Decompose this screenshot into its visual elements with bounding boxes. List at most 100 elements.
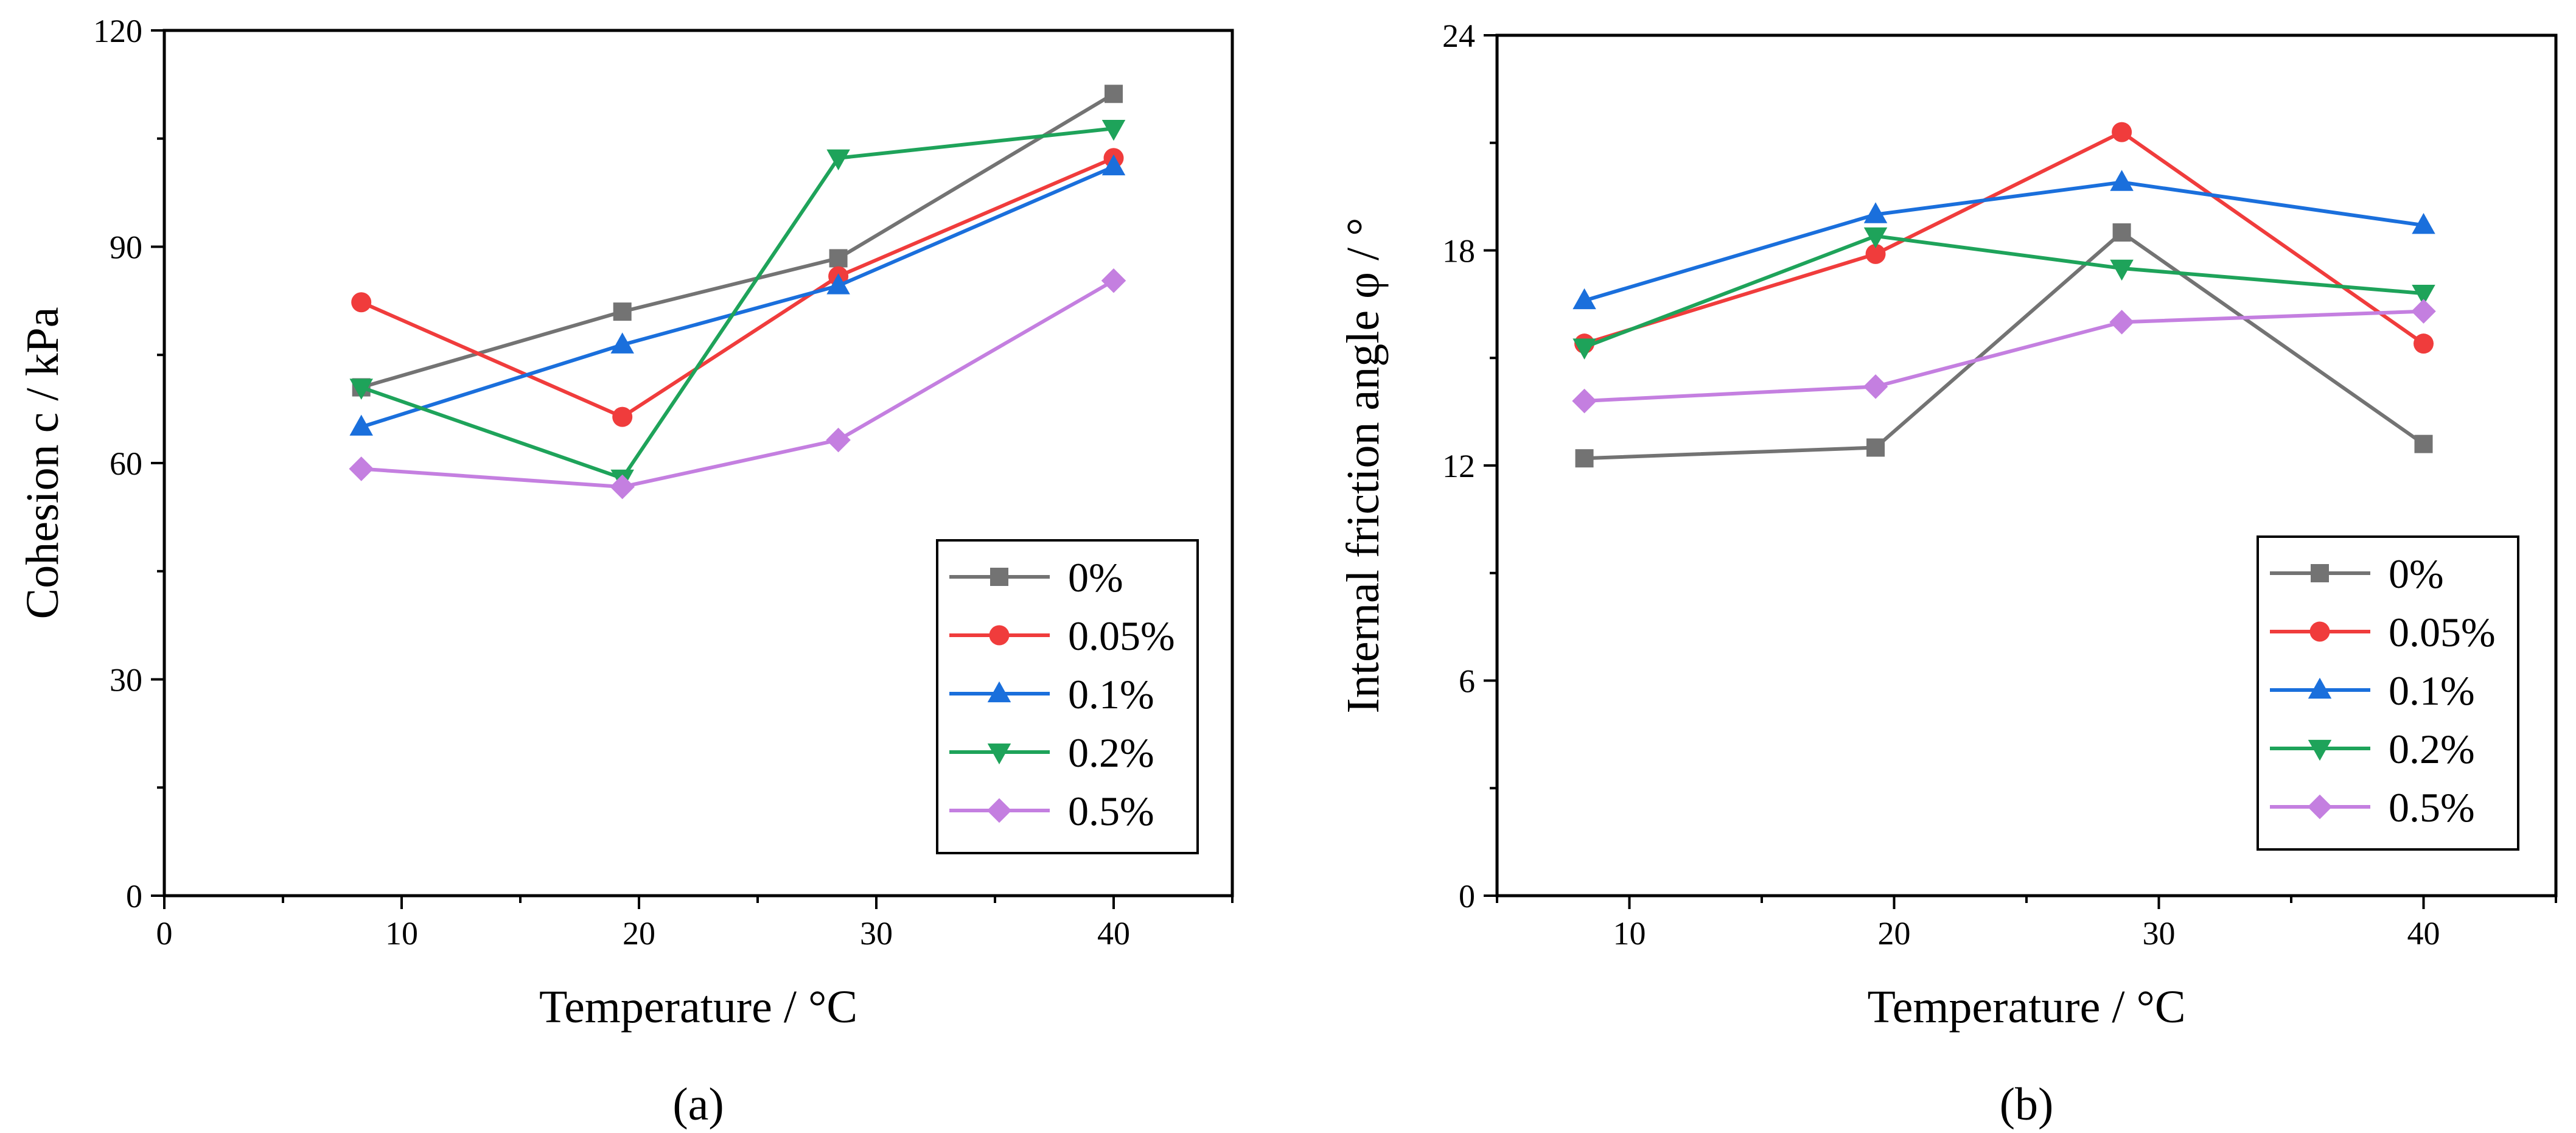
panel-label: (a)	[672, 1079, 724, 1130]
data-point	[1863, 374, 1888, 399]
legend-marker	[987, 743, 1011, 765]
data-point	[1572, 338, 1596, 360]
data-point	[1101, 154, 1126, 176]
data-point	[826, 427, 851, 453]
data-point	[612, 406, 633, 427]
legend-marker	[990, 568, 1008, 586]
legend-marker	[987, 681, 1011, 703]
legend-entry: 0.05%	[949, 613, 1175, 659]
series-line	[1584, 230, 2425, 461]
data-point	[2411, 299, 2436, 324]
series-0.1%	[349, 154, 1126, 436]
x-tick-label: 30	[2143, 915, 2176, 952]
x-tick-label: 10	[385, 915, 418, 952]
y-axis-title: Internal friction angle φ / °	[1338, 218, 1389, 714]
x-tick-label: 10	[1613, 915, 1646, 952]
panel-label: (b)	[2000, 1079, 2054, 1130]
x-tick-label: 30	[860, 915, 893, 952]
legend-entry: 0.05%	[2270, 609, 2496, 655]
legend-label: 0.05%	[2389, 609, 2496, 655]
legend-marker	[2308, 677, 2332, 699]
legend-entry: 0%	[2270, 551, 2444, 597]
data-point	[1572, 288, 1596, 310]
legend-marker	[2307, 794, 2333, 820]
y-tick-label: 90	[110, 229, 142, 266]
legend-entry: 0.1%	[949, 671, 1154, 717]
x-axis-title: Temperature / °C	[539, 981, 857, 1033]
y-tick-label: 120	[93, 13, 142, 49]
data-point	[829, 249, 848, 268]
data-point	[1572, 388, 1597, 414]
data-point	[2412, 213, 2435, 234]
data-point	[2412, 285, 2435, 306]
legend-label: 0.2%	[2389, 726, 2475, 772]
data-point	[610, 332, 634, 354]
legend-box	[936, 539, 1199, 854]
data-point	[610, 474, 635, 500]
y-tick-label: 60	[110, 445, 142, 482]
x-tick-label: 40	[2407, 915, 2440, 952]
y-tick-label: 0	[1459, 878, 1475, 915]
legend-entry: 0.5%	[2270, 784, 2475, 831]
data-point	[2414, 434, 2433, 453]
x-tick-label: 20	[1878, 915, 1911, 952]
legend-entry: 0.1%	[2270, 668, 2475, 714]
legend-label: 0.1%	[2389, 668, 2475, 714]
legend-marker	[989, 625, 1010, 646]
data-point	[1866, 438, 1885, 457]
data-point	[2109, 310, 2134, 335]
chart-panel-b: 10 20 30 40 0 6 12 18 24 Temperature / °C Internal…	[1338, 18, 2558, 1130]
y-tick-label: 0	[126, 878, 142, 915]
legend-label: 0%	[2389, 551, 2444, 597]
data-point	[1105, 85, 1123, 103]
y-axis-title: Cohesion c / kPa	[17, 307, 68, 619]
data-point	[2414, 333, 2434, 354]
series-line	[360, 156, 1115, 419]
data-point	[1865, 243, 1886, 264]
series-0.2%	[1572, 227, 2435, 360]
data-point	[1863, 227, 1888, 249]
y-tick-label: 12	[1442, 448, 1475, 484]
legend-marker	[986, 798, 1012, 823]
y-tick-label: 18	[1442, 233, 1475, 270]
legend-entry: 0.5%	[949, 788, 1154, 834]
data-point	[1101, 268, 1126, 293]
series-line	[1583, 130, 2425, 346]
chart-panel-a: 0 10 20 30 40 0 30 60 90 120 Temperature / °C Cohes…	[17, 13, 1234, 1130]
data-point	[1575, 449, 1594, 468]
data-point	[349, 456, 374, 481]
series-0.1%	[1572, 170, 2435, 310]
legend-entry: 0.2%	[2270, 726, 2475, 772]
series-0.5%	[349, 268, 1126, 500]
series-0.05%	[1574, 122, 2434, 354]
data-point	[349, 414, 373, 436]
series-line	[1584, 309, 2424, 403]
data-point	[2112, 122, 2132, 142]
legend-entry: 0.2%	[949, 730, 1154, 776]
y-tick-label: 6	[1459, 663, 1475, 700]
data-point	[2112, 223, 2131, 242]
legend-label: 0.05%	[1068, 613, 1175, 659]
legend-label: 0.5%	[2389, 784, 2475, 831]
data-point	[826, 149, 850, 170]
legend-label: 0.1%	[1068, 671, 1154, 717]
series-0.5%	[1572, 299, 2436, 414]
data-point	[349, 378, 373, 400]
x-axis-title: Temperature / °C	[1867, 981, 2185, 1033]
series-line	[361, 279, 1115, 489]
legend-label: 0%	[1068, 554, 1123, 601]
series-line	[1583, 234, 2424, 349]
legend-marker	[2309, 621, 2330, 642]
data-point	[613, 302, 632, 321]
y-tick-label: 30	[110, 662, 142, 699]
legend-label: 0.5%	[1068, 788, 1154, 834]
legend-marker	[2308, 739, 2332, 761]
legend-box	[2257, 535, 2519, 851]
y-tick-label: 24	[1442, 18, 1475, 54]
data-point	[1863, 202, 1888, 223]
series-0.05%	[351, 148, 1124, 427]
legend-label: 0.2%	[1068, 730, 1154, 776]
series-line	[1583, 180, 2424, 302]
series-0.2%	[349, 119, 1126, 491]
series-0%	[1575, 223, 2433, 468]
